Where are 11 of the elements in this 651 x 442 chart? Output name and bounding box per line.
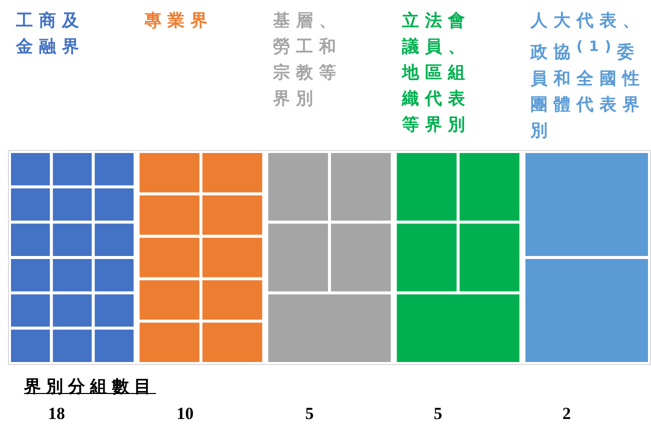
data-label: 18 <box>47 404 66 424</box>
category-label: 專業界 <box>144 10 215 33</box>
text: 界別分組數目 <box>24 376 157 398</box>
category-label: 立法會議員、地區組織代表等界別 <box>400 10 472 137</box>
data-label: 2 <box>561 404 572 424</box>
data-label: 10 <box>176 404 195 424</box>
data-label: 5 <box>432 404 444 424</box>
category-label: 基層、勞工和宗教等界別 <box>272 10 344 111</box>
category-label: 人大代表、政協$^{(1)}$委員和全國性團體代表界別 <box>529 10 646 143</box>
data-label: 5 <box>304 404 315 424</box>
category-label: 工商及金融界 <box>15 10 86 59</box>
